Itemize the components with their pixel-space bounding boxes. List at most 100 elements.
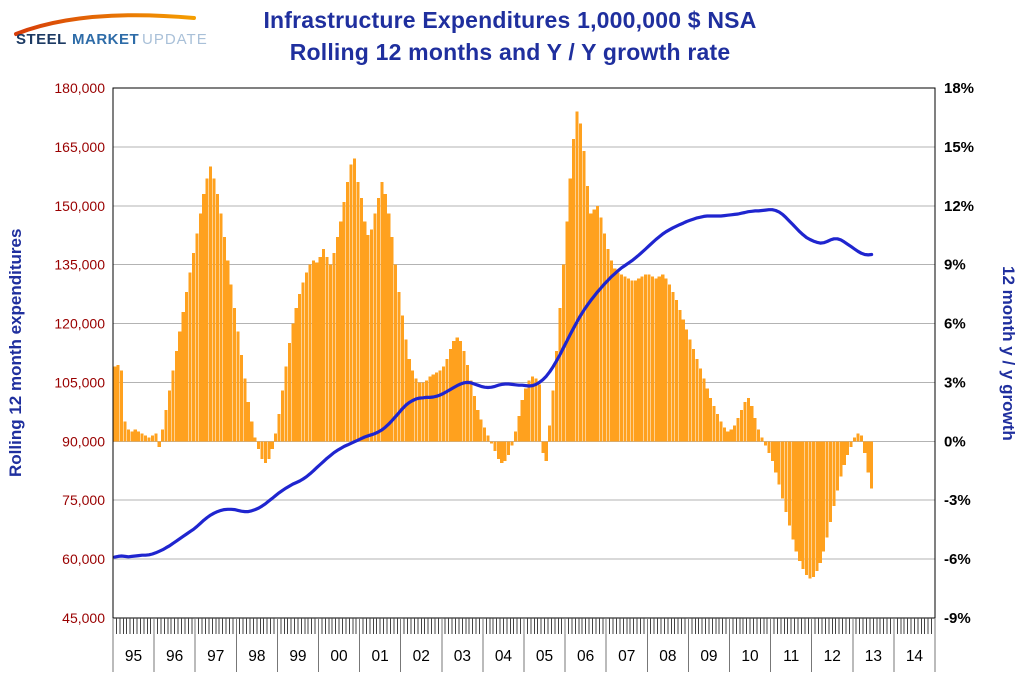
growth-bar	[846, 441, 850, 456]
growth-bar	[760, 437, 764, 442]
growth-bar	[602, 233, 607, 442]
growth-bar	[825, 441, 829, 538]
growth-bar	[668, 284, 672, 442]
plot-border	[112, 87, 936, 619]
growth-bar	[808, 441, 812, 579]
left-axis-tick-label: 45,000	[62, 610, 105, 626]
growth-bar	[609, 260, 613, 442]
growth-bar	[815, 441, 819, 571]
growth-bar	[185, 292, 189, 442]
growth-bar	[287, 343, 291, 442]
growth-bar	[469, 380, 473, 442]
growth-bar	[496, 441, 500, 459]
growth-bar	[215, 194, 220, 442]
growth-bar	[465, 364, 470, 442]
growth-bar	[541, 441, 545, 454]
left-axis-tick-label: 165,000	[54, 139, 105, 155]
growth-bar	[719, 421, 723, 442]
right-axis-tick-label: 0%	[944, 433, 966, 450]
growth-bar	[335, 237, 339, 442]
growth-bar	[414, 378, 418, 442]
growth-bar	[298, 294, 302, 442]
growth-bar	[705, 388, 709, 442]
growth-bar	[822, 441, 826, 552]
growth-bar	[637, 278, 641, 442]
growth-bar	[229, 284, 233, 442]
growth-bar	[733, 425, 737, 442]
growth-bar	[147, 437, 151, 442]
growth-bar	[736, 417, 740, 442]
left-axis-tick-label: 75,000	[62, 492, 105, 508]
growth-bar	[671, 292, 675, 442]
growth-bar	[448, 349, 452, 442]
year-label: 97	[207, 648, 224, 665]
growth-bar	[537, 384, 541, 442]
growth-bar	[674, 300, 678, 442]
growth-bar	[315, 262, 319, 442]
growth-bar	[325, 256, 329, 442]
growth-bar	[702, 378, 706, 442]
growth-bar	[270, 441, 274, 450]
growth-bar	[417, 382, 422, 442]
growth-bar	[517, 415, 521, 442]
year-label: 12	[824, 648, 841, 665]
growth-bar	[150, 435, 154, 442]
growth-bar	[267, 441, 271, 459]
growth-bar	[236, 331, 240, 442]
right-axis-tick-label: -6%	[944, 551, 971, 568]
growth-bar	[616, 272, 620, 442]
growth-bar	[767, 441, 771, 454]
growth-bar	[791, 441, 795, 540]
growth-bar	[630, 280, 634, 442]
growth-bar	[596, 205, 600, 442]
growth-bar	[558, 307, 562, 442]
growth-bar	[787, 441, 791, 526]
growth-bar	[376, 197, 380, 442]
growth-bar	[209, 166, 213, 442]
growth-bar	[359, 197, 363, 442]
year-label: 00	[330, 648, 348, 665]
growth-bar	[277, 413, 281, 442]
growth-bar	[527, 380, 531, 442]
growth-bar	[328, 264, 333, 442]
growth-bar	[575, 111, 579, 442]
growth-bar	[784, 441, 788, 512]
growth-bar	[757, 429, 761, 442]
growth-bar	[260, 441, 264, 459]
growth-bar	[383, 194, 387, 442]
growth-bar	[143, 435, 148, 442]
growth-bar	[828, 441, 833, 522]
year-label: 96	[166, 648, 183, 665]
growth-bar	[280, 390, 285, 442]
growth-bar	[250, 421, 254, 442]
growth-bar	[322, 248, 326, 442]
growth-bar	[349, 164, 353, 442]
growth-bar	[743, 402, 747, 442]
growth-bar	[606, 248, 610, 442]
growth-bar	[572, 139, 576, 442]
growth-bar	[120, 370, 124, 442]
growth-bar	[188, 272, 192, 442]
growth-bar	[626, 278, 631, 442]
growth-bar	[332, 252, 336, 442]
growth-bar	[407, 358, 411, 442]
right-axis-tick-label: 18%	[944, 80, 974, 97]
year-label: 09	[700, 648, 717, 665]
growth-bar	[835, 441, 839, 491]
growth-bar	[647, 274, 651, 442]
growth-bar	[339, 221, 343, 442]
growth-bar	[774, 441, 778, 473]
growth-bar	[435, 372, 439, 442]
growth-bar	[640, 276, 644, 442]
year-label: 95	[125, 648, 142, 665]
growth-bar	[551, 390, 555, 442]
growth-bar	[565, 221, 569, 442]
right-axis-tick-label: 9%	[944, 257, 966, 274]
year-label: 01	[372, 648, 389, 665]
growth-bar	[233, 307, 237, 442]
growth-bar	[664, 278, 668, 442]
growth-bar	[866, 441, 870, 473]
right-axis-title: 12 month y / y growth	[999, 265, 1018, 441]
growth-bar	[770, 441, 774, 461]
